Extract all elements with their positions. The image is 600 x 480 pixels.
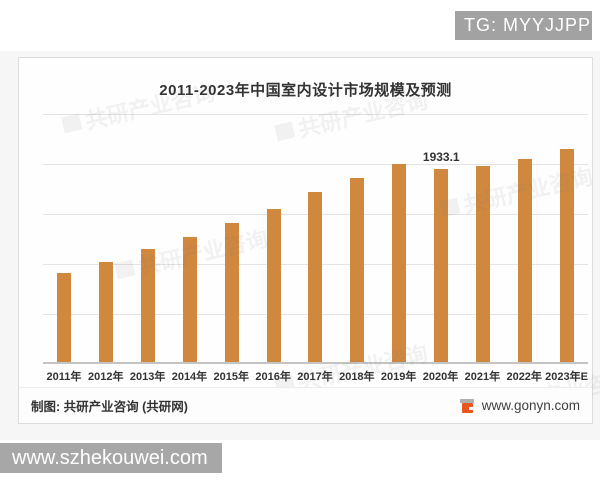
- bar: [518, 159, 533, 362]
- bar: [560, 149, 575, 362]
- gridline-2500: [43, 114, 588, 115]
- bar: [476, 166, 491, 362]
- x-tick-label: 2015年: [213, 371, 250, 383]
- x-tick-label: 2012年: [88, 371, 124, 383]
- bar-column-2018年: [336, 114, 378, 362]
- chart-title: 2011-2023年中国室内设计市场规模及预测: [159, 82, 452, 99]
- bar: [434, 168, 449, 362]
- x-tick-label: 2022年: [506, 371, 542, 383]
- data-label: 1933.1: [422, 149, 460, 164]
- bar-column-2022年: [504, 114, 546, 362]
- bar-column-2011年: [43, 114, 85, 362]
- x-tick-label: 2011年: [46, 371, 82, 383]
- bar-column-2020年: 1933.1: [420, 114, 462, 362]
- bar-column-2019年: [378, 114, 420, 362]
- bar: [392, 164, 407, 362]
- gridline-2000: [43, 164, 588, 165]
- chart-footer: 制图: 共研产业咨询 (共研网) www.gonyn.com: [19, 387, 592, 423]
- bar-column-2021年: [462, 114, 504, 362]
- plot-area: 1933.1: [43, 114, 588, 364]
- chart-card: 2011-2023年中国室内设计市场规模及预测 1933.1 2011年 2012…: [18, 57, 600, 424]
- source-site-url: www.gonyn.com: [481, 398, 580, 413]
- bar: [308, 192, 323, 362]
- bar-series: 1933.1: [43, 114, 588, 364]
- bar: [266, 209, 281, 362]
- bar: [224, 223, 239, 362]
- site-watermark-bar: www.szhekouwei.com: [0, 443, 222, 473]
- bar: [140, 249, 155, 362]
- bar: [98, 262, 113, 362]
- bar-column-2013年: [127, 114, 169, 362]
- x-tick-label: 2021年: [464, 371, 501, 383]
- source-site: www.gonyn.com: [459, 398, 580, 413]
- bar-column-2014年: [169, 114, 211, 362]
- bar-column-2015年: [211, 114, 253, 362]
- bar-column-2023年E: [546, 114, 588, 362]
- x-tick-label: 2020年: [422, 371, 459, 383]
- x-tick-label: 2017年: [297, 371, 333, 383]
- bar: [350, 178, 365, 362]
- x-tick-label: 2014年: [171, 371, 208, 383]
- x-tick-label: 2013年: [129, 371, 166, 383]
- bar-column-2012年: [85, 114, 127, 362]
- x-tick-label: 2016年: [255, 371, 291, 383]
- bar: [56, 273, 71, 362]
- gonyn-logo-icon: [459, 398, 476, 413]
- bar-column-2017年: [295, 114, 337, 362]
- bar: [182, 237, 197, 362]
- x-tick-label: 2018年: [339, 371, 375, 383]
- x-tick-label: 2023年E: [545, 371, 588, 383]
- x-axis-labels: 2011年 2012年 2013年 2014年 2015年 2016年 2017年 2018年…: [43, 368, 588, 384]
- tg-contact-badge: TG: MYYJJPP: [455, 11, 592, 40]
- bar-column-2016年: [253, 114, 295, 362]
- x-tick-label: 2019年: [380, 371, 417, 383]
- chart-credit: 制图: 共研产业咨询 (共研网): [31, 400, 188, 414]
